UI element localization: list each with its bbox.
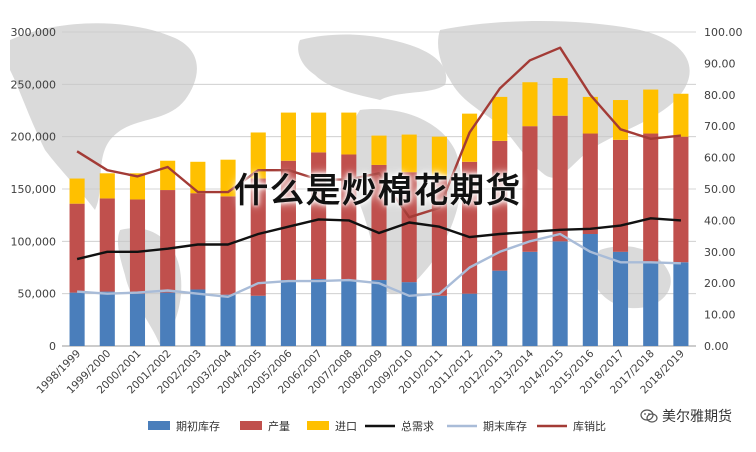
- right-tick-label: 40.00: [704, 214, 736, 227]
- bar-segment: [311, 279, 327, 346]
- bar-segment: [643, 133, 659, 263]
- left-tick-label: 300,000: [11, 26, 57, 39]
- bar-segment: [250, 132, 266, 179]
- left-tick-label: 250,000: [11, 78, 57, 91]
- bar-segment: [462, 113, 478, 162]
- bar-segment: [492, 96, 508, 141]
- legend-label: 期末库存: [483, 419, 527, 433]
- bar-segment: [341, 112, 357, 155]
- right-tick-label: 0.00: [704, 340, 729, 353]
- legend-swatch: [307, 421, 329, 430]
- bar-segment: [250, 178, 266, 296]
- bar-segment: [371, 164, 387, 281]
- line-series: [76, 46, 682, 298]
- right-tick-label: 100.00: [704, 26, 743, 39]
- bar-segment: [582, 133, 598, 235]
- legend-label: 库销比: [573, 419, 606, 433]
- bar-segment: [492, 270, 508, 346]
- bar-segment: [250, 295, 266, 346]
- bar-segment: [341, 154, 357, 281]
- left-tick-label: 0: [49, 340, 56, 353]
- bar-segment: [69, 203, 85, 293]
- bar-segment: [612, 251, 629, 346]
- bar-segment: [673, 262, 689, 346]
- bar-segment: [220, 159, 236, 197]
- bar-segment: [190, 289, 206, 346]
- bar-segment: [311, 152, 327, 280]
- bar-segment: [552, 241, 568, 346]
- overlay-headline: 什么是炒棉花期货: [234, 171, 522, 211]
- bar-segment: [220, 294, 236, 346]
- bar-segment: [552, 115, 568, 242]
- bar-segment: [371, 280, 387, 346]
- bar-segment: [280, 160, 296, 281]
- bar-segment: [643, 262, 659, 346]
- legend: 期初库存 产量 进口 总需求 期末库存 库销比: [148, 419, 606, 433]
- bar-segment: [129, 173, 146, 200]
- bar-segment: [280, 112, 296, 161]
- right-tick-label: 20.00: [704, 277, 736, 290]
- watermark: 美尔雅期货: [640, 406, 732, 426]
- bar-segment: [280, 280, 296, 346]
- bar-segment: [462, 161, 478, 294]
- legend-label: 产量: [268, 419, 290, 433]
- bar-segment: [401, 172, 417, 283]
- bar-segment: [522, 126, 538, 252]
- bar-segment: [492, 140, 508, 271]
- bar-segment: [341, 280, 357, 346]
- bar-segment: [401, 282, 417, 346]
- bar-segment: [190, 193, 206, 290]
- bar-segment: [311, 112, 327, 153]
- bar-segment: [99, 291, 115, 346]
- right-tick-label: 30.00: [704, 246, 736, 259]
- right-tick-label: 60.00: [704, 152, 736, 165]
- bar-segment: [673, 93, 689, 137]
- bar-segment: [69, 292, 85, 346]
- series-line: [76, 46, 682, 219]
- legend-label: 总需求: [401, 419, 434, 433]
- bar-segment: [99, 173, 115, 199]
- bar-segment: [552, 78, 568, 116]
- series-line: [77, 232, 681, 298]
- bar-segment: [582, 234, 598, 346]
- bar-segment: [401, 134, 417, 173]
- left-tick-label: 200,000: [11, 131, 57, 144]
- bar-segment: [99, 198, 115, 292]
- bar-segment: [643, 89, 659, 134]
- right-tick-label: 10.00: [704, 309, 736, 322]
- bar-segment: [612, 100, 629, 140]
- bar-segment: [582, 96, 598, 134]
- legend-swatch: [240, 421, 262, 430]
- bar-segment: [522, 82, 538, 127]
- wechat-icon: [640, 409, 658, 423]
- left-tick-label: 150,000: [11, 183, 57, 196]
- right-tick-label: 50.00: [704, 183, 736, 196]
- bar-segment: [371, 135, 387, 165]
- bar-segment: [673, 136, 689, 263]
- bar-segment: [190, 161, 206, 194]
- bar-segment: [431, 136, 447, 179]
- bar-segment: [69, 178, 85, 204]
- legend-swatch: [148, 421, 170, 430]
- watermark-text: 美尔雅期货: [662, 409, 732, 425]
- bar-segment: [522, 251, 538, 346]
- series-line: [76, 217, 681, 261]
- legend-label: 进口: [335, 420, 357, 433]
- bar-segment: [431, 295, 447, 346]
- right-tick-label: 90.00: [704, 57, 736, 70]
- right-tick-label: 70.00: [704, 120, 736, 133]
- right-tick-label: 80.00: [704, 89, 736, 102]
- bar-segment: [160, 292, 176, 346]
- bar-segment: [160, 190, 176, 293]
- legend-label: 期初库存: [176, 419, 220, 433]
- bar-segment: [129, 199, 146, 294]
- bar-series: [69, 78, 689, 346]
- left-tick-label: 50,000: [18, 288, 57, 301]
- left-tick-label: 100,000: [11, 235, 57, 248]
- bar-segment: [129, 293, 146, 346]
- bar-segment: [462, 293, 478, 346]
